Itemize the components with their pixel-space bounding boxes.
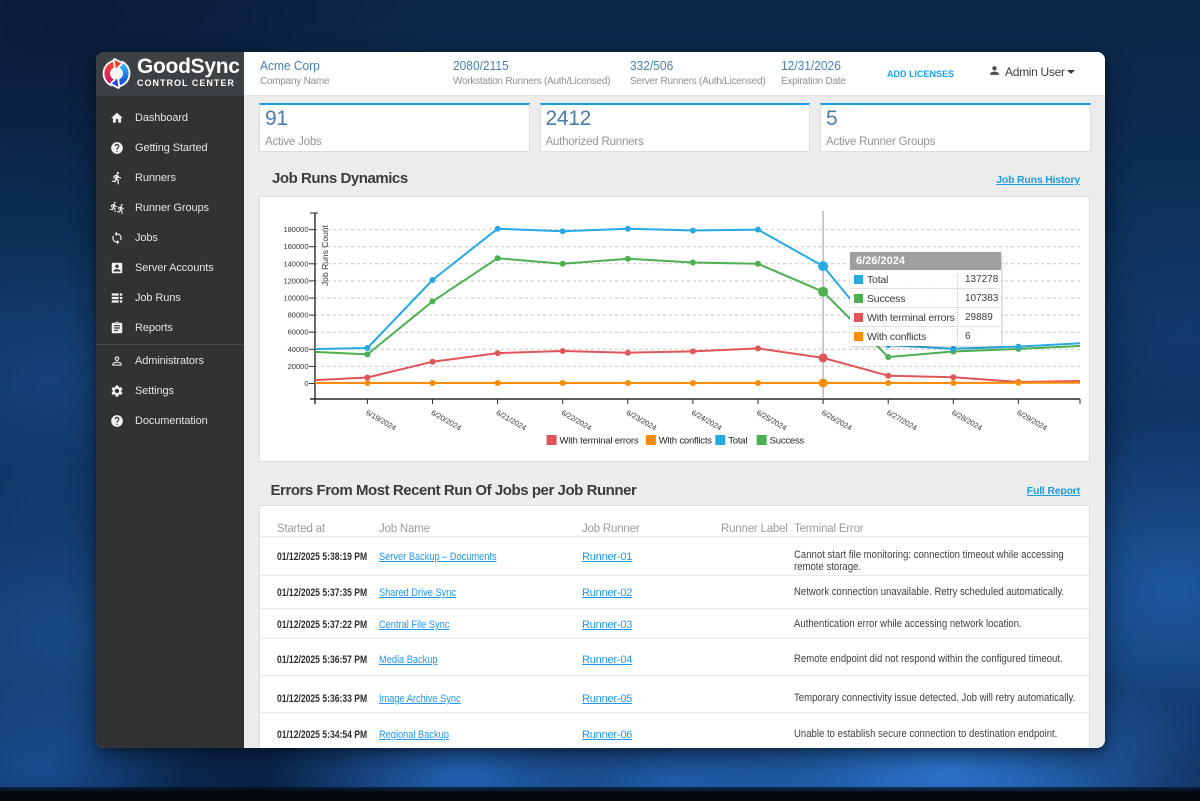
svg-text:100000: 100000 [283,294,308,303]
svg-text:120000: 120000 [283,276,308,285]
svg-text:6/27/2024: 6/27/2024 [885,408,918,432]
svg-text:180000: 180000 [283,225,308,234]
svg-text:60000: 60000 [288,328,309,337]
svg-text:6/23/2024: 6/23/2024 [625,408,658,432]
svg-text:6/22/2024: 6/22/2024 [560,408,593,432]
svg-text:40000: 40000 [288,345,309,354]
svg-text:0: 0 [304,379,308,388]
svg-text:Success: Success [770,436,805,447]
svg-text:140000: 140000 [283,259,308,268]
svg-text:6/26/2024: 6/26/2024 [820,408,853,432]
svg-text:With conflicts: With conflicts [659,436,713,447]
svg-text:80000: 80000 [288,311,309,320]
svg-text:6/28/2024: 6/28/2024 [950,408,983,432]
svg-text:160000: 160000 [283,242,308,251]
svg-text:Job Runs Count: Job Runs Count [320,224,330,286]
svg-text:With terminal errors: With terminal errors [560,436,639,447]
svg-text:20000: 20000 [288,362,309,371]
svg-text:6/19/2024: 6/19/2024 [364,408,397,432]
svg-text:6/24/2024: 6/24/2024 [690,408,723,432]
svg-text:6/20/2024: 6/20/2024 [430,408,463,432]
svg-text:6/29/2024: 6/29/2024 [1015,408,1048,432]
svg-text:Total: Total [728,436,747,447]
svg-text:6/25/2024: 6/25/2024 [755,408,788,432]
svg-text:6/21/2024: 6/21/2024 [495,408,528,432]
